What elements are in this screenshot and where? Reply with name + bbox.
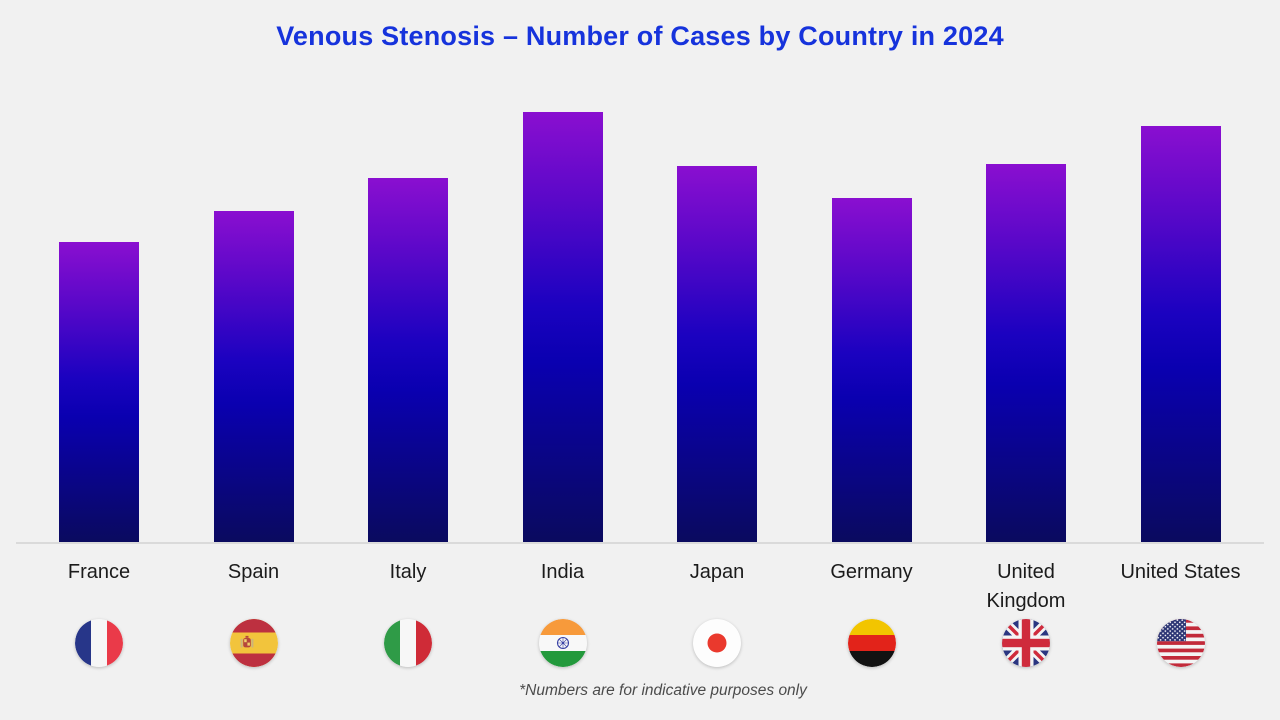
category-label-france: France — [67, 561, 131, 583]
spain-flag-icon — [229, 619, 278, 667]
italy-flag-icon — [384, 619, 432, 667]
bar-india — [522, 112, 603, 543]
category-label-japan: Japan — [689, 561, 745, 583]
category-label-united-kingdom: United Kingdom — [986, 561, 1066, 612]
bar-united-kingdom — [986, 164, 1066, 543]
chart-title: Venous Stenosis – Number of Cases by Cou… — [276, 21, 1004, 51]
category-label-united-states: United States — [1120, 561, 1241, 583]
india-flag-icon — [538, 619, 587, 667]
bar-germany — [831, 198, 912, 543]
category-label-germany: Germany — [830, 561, 913, 583]
category-label-india: India — [540, 561, 585, 583]
bar-united-states — [1140, 126, 1221, 543]
category-label-spain: Spain — [227, 561, 280, 583]
bar-italy — [368, 178, 448, 543]
france-flag-icon — [75, 619, 123, 667]
footnote: *Numbers are for indicative purposes onl… — [519, 682, 807, 699]
bar-spain — [213, 211, 294, 543]
germany-flag-icon — [847, 619, 896, 667]
category-label-italy: Italy — [389, 561, 427, 583]
united-states-flag-icon — [1156, 619, 1205, 667]
united-kingdom-flag-icon — [1002, 619, 1050, 667]
bar-france — [59, 242, 139, 543]
x-axis-baseline — [16, 542, 1264, 544]
bar-japan — [677, 166, 757, 543]
japan-flag-icon — [693, 619, 741, 667]
